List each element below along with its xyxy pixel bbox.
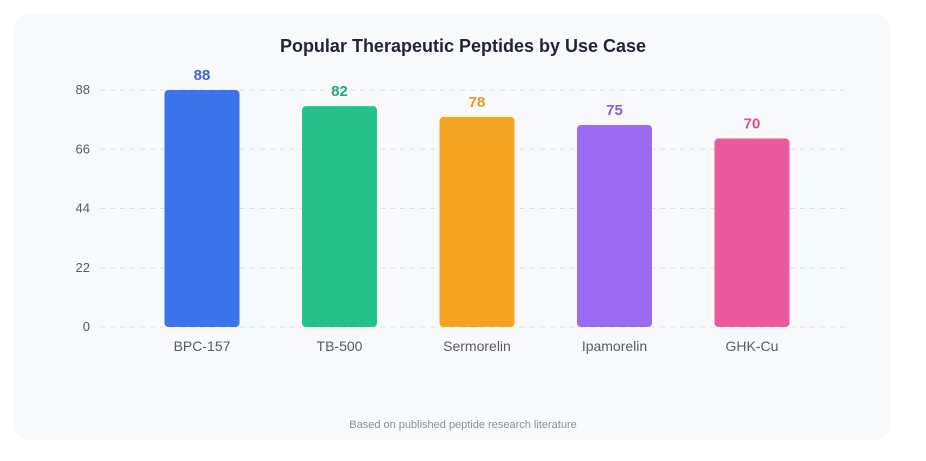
- x-tick-label: TB-500: [317, 338, 363, 354]
- bar: [439, 116, 515, 327]
- bar-value-label: 70: [744, 115, 761, 132]
- y-tick-label: 66: [76, 141, 90, 156]
- chart-footnote: Based on published peptide research lite…: [349, 419, 577, 431]
- bar: [164, 90, 240, 327]
- x-tick-label: Sermorelin: [443, 338, 511, 354]
- y-tick-label: 0: [83, 319, 90, 334]
- x-tick-label: Ipamorelin: [582, 338, 647, 354]
- bar: [714, 138, 790, 327]
- bar-value-label: 78: [469, 94, 486, 111]
- x-tick-label: GHK-Cu: [726, 338, 779, 354]
- bar-value-label: 82: [331, 83, 348, 100]
- x-tick-label: BPC-157: [174, 338, 231, 354]
- bar-value-label: 88: [194, 67, 211, 84]
- bar-value-label: 75: [606, 102, 623, 119]
- bar: [577, 125, 652, 328]
- y-tick-label: 22: [76, 260, 90, 275]
- bar: [302, 106, 377, 327]
- chart-title: Popular Therapeutic Peptides by Use Case: [279, 36, 647, 56]
- y-tick-label: 44: [76, 201, 90, 216]
- y-tick-label: 88: [76, 82, 90, 97]
